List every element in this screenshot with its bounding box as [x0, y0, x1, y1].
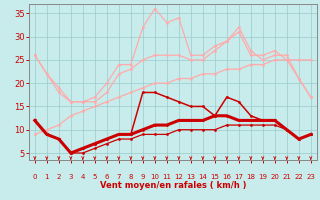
X-axis label: Vent moyen/en rafales ( km/h ): Vent moyen/en rafales ( km/h ): [100, 181, 246, 190]
